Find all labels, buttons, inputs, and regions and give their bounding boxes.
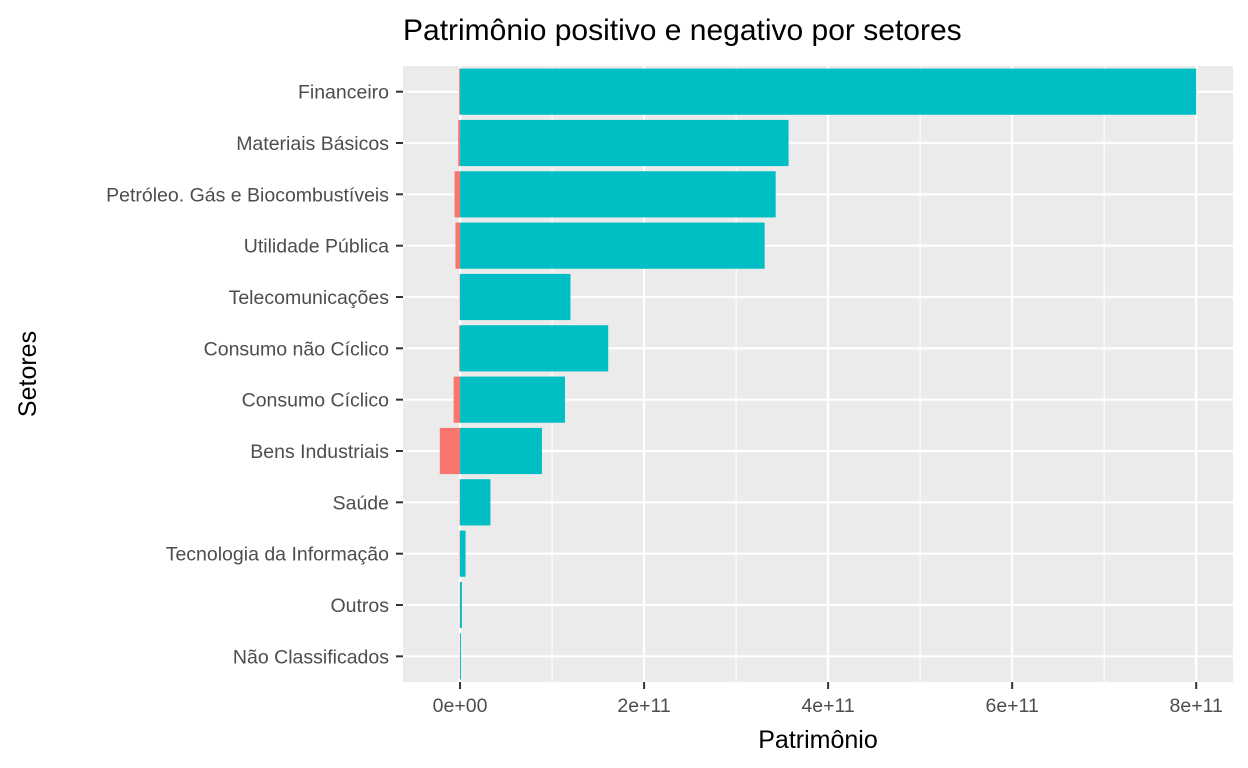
bar-positive-4 <box>460 222 765 269</box>
bar-positive-6 <box>460 325 609 372</box>
x-axis-title: Patrimônio <box>758 726 878 754</box>
bar-positive-7 <box>460 376 565 423</box>
bar-positive-8 <box>460 427 542 475</box>
plot-panel <box>403 66 1233 682</box>
y-axis-title: Setores <box>14 331 42 417</box>
positive-bars <box>460 68 1197 680</box>
y-tick-label: Outros <box>330 595 389 617</box>
bar-negative-3 <box>454 171 461 218</box>
y-tick-label: Telecomunicações <box>229 287 390 309</box>
x-axis: 0e+00 2e+11 4e+11 6e+11 8e+11 <box>433 682 1223 717</box>
bar-negative-6 <box>459 325 461 372</box>
bar-negative-5 <box>459 273 461 321</box>
bar-negative-4 <box>455 222 461 269</box>
chart-title: Patrimônio positivo e negativo por setor… <box>403 14 962 47</box>
bar-negative-10 <box>459 530 461 577</box>
bar-negative-8 <box>439 427 461 475</box>
x-tick-label: 8e+11 <box>1170 695 1223 717</box>
bar-positive-9 <box>460 479 491 526</box>
y-tick-label: Tecnologia da Informação <box>166 544 389 566</box>
bar-positive-10 <box>460 530 466 577</box>
x-tick-label: 6e+11 <box>985 695 1038 717</box>
y-tick-label: Materiais Básicos <box>236 133 389 155</box>
x-tick-label: 0e+00 <box>433 695 488 717</box>
bar-negative-7 <box>453 376 461 423</box>
y-tick-label: Saúde <box>333 492 389 514</box>
bar-positive-5 <box>460 273 571 321</box>
bar-negative-2 <box>458 119 461 167</box>
bar-positive-3 <box>460 171 776 218</box>
bar-negative-9 <box>459 479 461 526</box>
bar-positive-1 <box>460 68 1197 115</box>
x-tick-label: 4e+11 <box>801 695 854 717</box>
bar-positive-12 <box>460 633 461 680</box>
y-tick-label: Não Classificados <box>233 646 389 668</box>
y-tick-label: Bens Industriais <box>250 441 389 463</box>
y-tick-label: Utilidade Pública <box>244 236 389 258</box>
bar-positive-11 <box>460 581 462 629</box>
y-tick-label: Petróleo. Gás e Biocombustíveis <box>106 184 389 206</box>
y-axis: Financeiro Materiais Básicos Petróleo. Gás… <box>106 82 403 668</box>
bar-positive-2 <box>460 119 789 167</box>
bar-negative-1 <box>459 68 461 115</box>
y-tick-label: Consumo não Cíclico <box>204 338 389 360</box>
x-tick-label: 2e+11 <box>617 695 670 717</box>
y-tick-label: Consumo Cíclico <box>242 390 390 412</box>
y-tick-label: Financeiro <box>298 82 389 104</box>
